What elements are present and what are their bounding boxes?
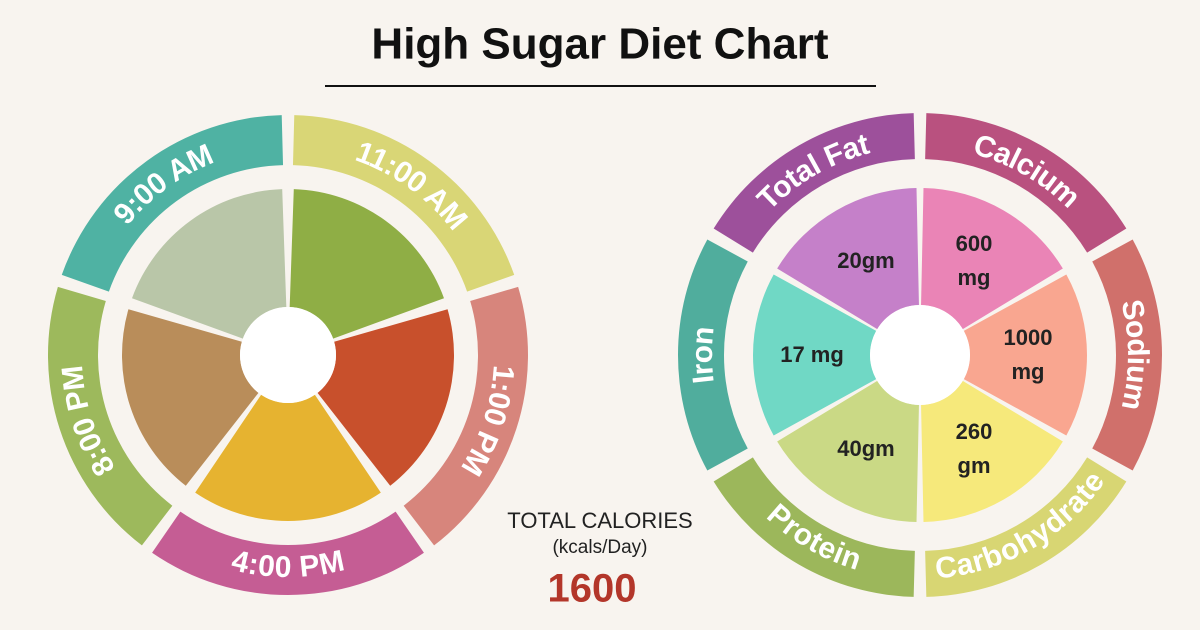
meal-ring-segment [403, 286, 528, 546]
nutrient-wedge [777, 188, 919, 330]
meal-food-wedge [317, 309, 454, 486]
calories-value: 1600 [548, 567, 637, 611]
calories-unit: (kcals/Day) [552, 537, 647, 558]
nutrient-value-box: 40gm [837, 435, 895, 461]
meal-ring-segment [292, 115, 515, 292]
nutrient-value: 17 mg [780, 342, 844, 367]
nutrient-name-text: Sodium [1115, 297, 1155, 413]
nutrient-value: 1000 mg [1003, 325, 1053, 384]
nutrient-ring-segment [1092, 239, 1162, 471]
nutrient-ring-segment [713, 113, 915, 253]
nutrient-value-box: 17 mg [780, 342, 844, 367]
nutrient-name-text: Iron [686, 325, 721, 385]
meal-food-wedge [195, 394, 381, 521]
meal-ring-segment [47, 286, 173, 546]
nutrient-ring-segment [925, 457, 1127, 597]
nutrient-value: 20gm [837, 248, 895, 274]
meal-food-wedge [121, 309, 259, 486]
nutrient-value-box: 600 mg [955, 231, 993, 291]
nutrient-ring-segment [713, 457, 915, 597]
nutrient-value-box: 20gm [837, 248, 895, 274]
nutrient-value: 40gm [837, 435, 895, 461]
nutrient-wedge [921, 380, 1063, 522]
nutrient-wedge [753, 274, 877, 436]
nutrient-ring-segment [925, 113, 1127, 253]
nutrient-name: Sodium [1115, 297, 1155, 413]
nutrient-wedge [963, 274, 1087, 436]
calories-label: TOTAL CALORIES [507, 508, 692, 533]
meal-center [240, 307, 336, 403]
nutrient-value-box: 1000 mg [1003, 325, 1053, 384]
meal-food-wedge [132, 189, 287, 339]
nutrient-wedge [777, 380, 919, 522]
nutrient-wedge [921, 188, 1063, 330]
nutrient-center [870, 305, 970, 405]
meal-ring-segment [152, 511, 424, 595]
nutrient-value: 260 gm [955, 418, 993, 478]
title: High Sugar Diet Chart [371, 20, 828, 69]
nutrient-value: 600 mg [955, 231, 993, 291]
nutrient-ring-segment [677, 239, 748, 471]
meal-food-wedge [289, 189, 444, 339]
nutrient-name: Iron [686, 325, 721, 385]
nutrient-value-box: 260 gm [955, 418, 993, 478]
meal-ring-segment [61, 115, 284, 292]
